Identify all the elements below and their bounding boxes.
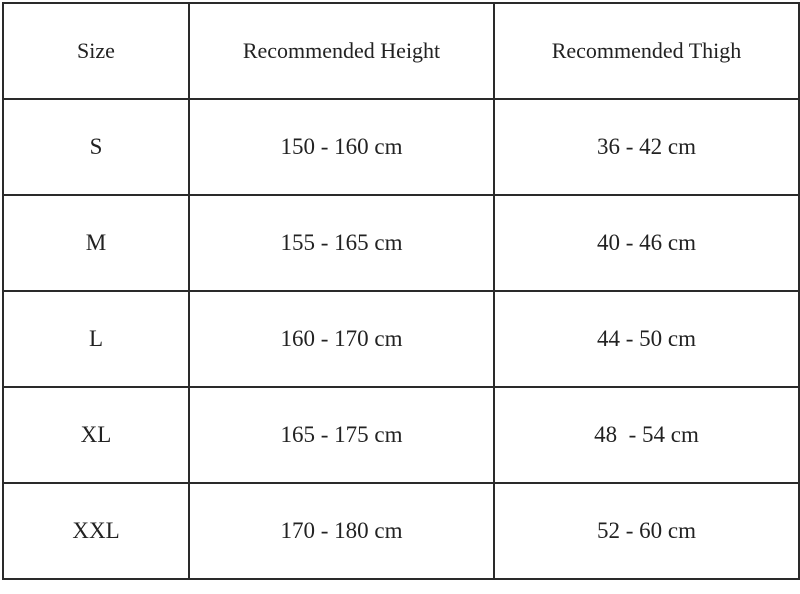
height-cell: 155 - 165 cm <box>188 194 495 292</box>
table-row: L 160 - 170 cm 44 - 50 cm <box>2 290 800 388</box>
thigh-cell: 52 - 60 cm <box>493 482 800 580</box>
thigh-cell: 36 - 42 cm <box>493 98 800 196</box>
size-cell: L <box>2 290 190 388</box>
table-row: S 150 - 160 cm 36 - 42 cm <box>2 98 800 196</box>
table-row: M 155 - 165 cm 40 - 46 cm <box>2 194 800 292</box>
thigh-cell: 40 - 46 cm <box>493 194 800 292</box>
thigh-cell: 44 - 50 cm <box>493 290 800 388</box>
size-cell: XL <box>2 386 190 484</box>
thigh-cell: 48 - 54 cm <box>493 386 800 484</box>
header-size: Size <box>2 2 190 100</box>
size-cell: M <box>2 194 190 292</box>
header-height: Recommended Height <box>188 2 495 100</box>
height-cell: 150 - 160 cm <box>188 98 495 196</box>
height-cell: 165 - 175 cm <box>188 386 495 484</box>
size-cell: XXL <box>2 482 190 580</box>
size-cell: S <box>2 98 190 196</box>
header-row: Size Recommended Height Recommended Thig… <box>2 2 800 100</box>
height-cell: 170 - 180 cm <box>188 482 495 580</box>
table-row: XL 165 - 175 cm 48 - 54 cm <box>2 386 800 484</box>
table-row: XXL 170 - 180 cm 52 - 60 cm <box>2 482 800 580</box>
header-thigh: Recommended Thigh <box>493 2 800 100</box>
height-cell: 160 - 170 cm <box>188 290 495 388</box>
size-chart-table: Size Recommended Height Recommended Thig… <box>2 2 800 580</box>
